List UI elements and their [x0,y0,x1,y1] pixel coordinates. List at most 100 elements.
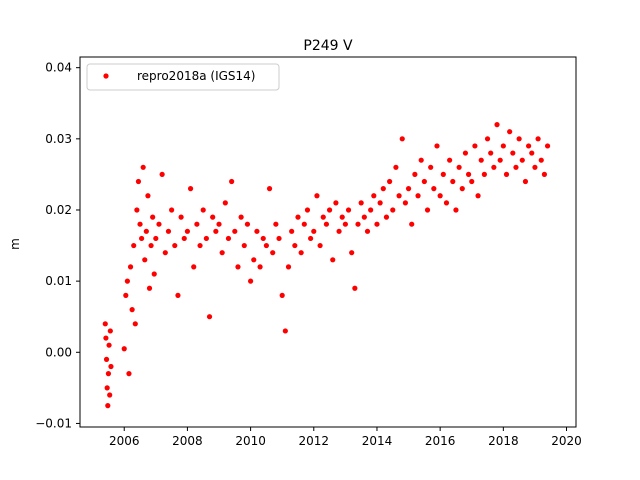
data-point [447,157,453,163]
data-point [317,242,323,249]
data-point [311,228,317,234]
data-point [491,164,497,170]
data-point [462,150,469,156]
data-point [402,200,408,206]
data-point [137,221,143,227]
data-point [342,221,348,227]
x-tick-label: 2006 [109,434,140,448]
data-point [241,242,247,249]
data-point [421,178,427,185]
data-point [412,171,418,177]
data-point [472,143,478,149]
data-point [105,403,111,409]
x-tick-label: 2018 [488,434,519,448]
data-point [494,122,500,128]
data-point [469,178,475,185]
data-point [213,228,219,234]
data-point [285,264,292,270]
y-axis-label: m [8,238,22,250]
data-point [349,250,355,256]
data-point [150,214,156,220]
data-point [104,385,110,391]
data-point [522,178,529,185]
data-point [102,321,108,327]
data-point [197,242,203,249]
data-point [431,186,437,192]
data-point [165,228,172,234]
data-point [371,193,377,199]
data-point [289,228,295,234]
data-point [266,186,273,192]
data-point [396,193,402,199]
data-point [526,143,532,149]
data-point [529,150,535,156]
data-point [151,271,157,277]
data-point [368,207,374,213]
data-point [434,143,440,149]
data-point [295,214,301,220]
data-point [339,214,345,220]
data-point [326,207,333,213]
data-point [251,257,257,263]
chart-title: P249 V [303,38,353,54]
data-point [235,264,241,270]
data-point [263,242,269,249]
data-point [301,221,307,227]
data-point [210,214,216,220]
data-point [443,200,450,206]
data-point [143,228,149,234]
data-point [488,150,494,156]
data-point [428,164,434,170]
data-point [159,171,165,177]
legend-box [86,63,280,91]
data-point [541,171,548,177]
data-point [194,221,200,227]
data-point [453,207,459,213]
data-point [459,186,465,192]
data-point [358,200,364,206]
data-point [132,321,138,327]
data-point [497,157,503,163]
data-point [127,264,134,270]
data-point [282,328,288,334]
data-points [102,122,551,409]
data-point [139,235,145,242]
x-tick-label: 2016 [425,434,456,448]
data-point [484,136,491,142]
data-point [361,214,367,220]
data-point [323,221,330,227]
legend-label: repro2018a (IGS14) [137,69,255,83]
data-point [103,356,110,362]
data-point [260,235,266,242]
data-point [415,193,421,199]
data-point [405,186,412,192]
axis-ticks: 2006 2008 2010 2012 2014 2016 2018 2020 −0.01 0.0… [35,61,582,448]
data-point [105,371,112,377]
data-point [279,292,285,298]
data-point [345,207,352,213]
data-point [222,200,228,206]
data-point [532,164,538,170]
data-point [377,200,383,206]
data-point [308,235,314,242]
data-point [129,307,135,313]
data-point [148,242,154,249]
x-tick-label: 2020 [551,434,582,448]
data-point [364,228,371,234]
legend-marker [103,73,109,79]
data-point [203,235,209,242]
data-point [383,214,390,220]
data-point [187,186,194,192]
y-tick-label: 0.00 [45,345,72,359]
data-point [244,221,251,227]
data-point [450,178,456,185]
data-point [380,186,386,192]
data-point [229,178,235,185]
y-tick-label: 0.02 [45,203,72,217]
data-point [387,178,393,185]
x-tick-label: 2012 [299,434,330,448]
data-point [276,235,282,242]
data-point [393,164,399,170]
data-point [374,221,380,227]
